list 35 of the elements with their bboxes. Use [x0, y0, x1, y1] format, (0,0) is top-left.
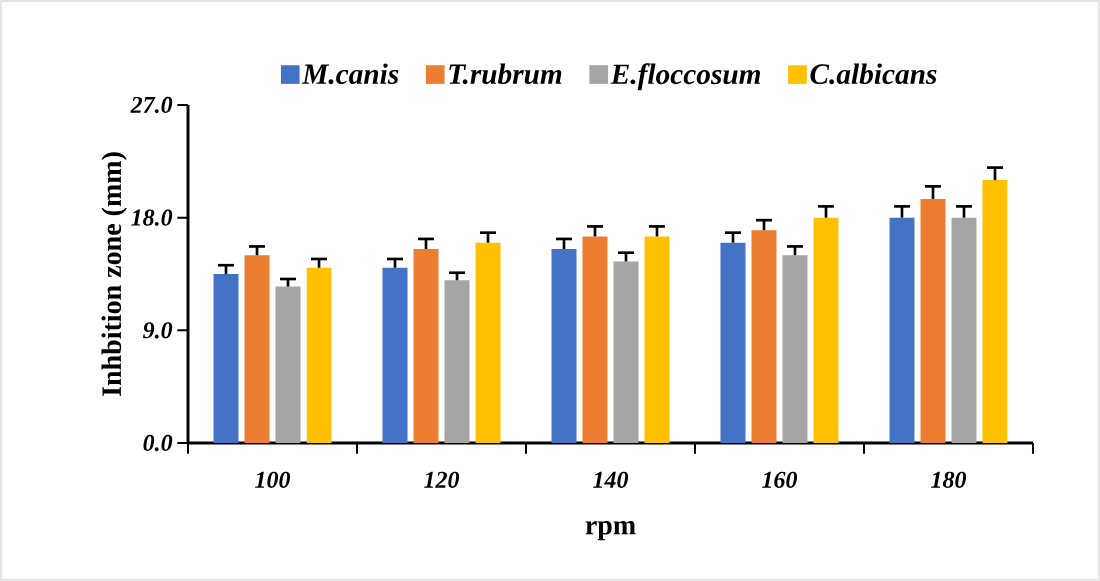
legend-label: C.albicans — [810, 63, 937, 85]
bar — [213, 273, 239, 443]
legend-label: T.rubrum — [449, 63, 562, 85]
y-tick-label: 9.0 — [142, 322, 173, 339]
x-tick-label: 160 — [762, 471, 798, 488]
bar — [613, 261, 639, 443]
y-tick-label: 27.0 — [130, 96, 173, 114]
bar — [413, 248, 439, 443]
bar — [813, 217, 839, 443]
bar — [920, 198, 946, 443]
bar — [275, 286, 301, 443]
x-axis-title: rpm — [585, 521, 636, 541]
bar — [551, 248, 577, 443]
x-tick-label: 120 — [424, 471, 460, 488]
legend-label: E.floccosum — [610, 63, 761, 91]
y-axis-title: Inhbition zone (mm) — [101, 152, 127, 396]
bar — [444, 280, 470, 443]
bar — [582, 236, 608, 443]
bar — [751, 230, 777, 443]
y-tick-label: 18.0 — [131, 209, 173, 226]
x-tick-label: 100 — [255, 471, 291, 488]
x-tick-label: 140 — [593, 471, 629, 488]
bar — [244, 255, 270, 443]
bar — [720, 242, 746, 443]
legend-label: M.canis — [301, 63, 399, 85]
x-tick-label: 180 — [931, 471, 967, 488]
bar — [475, 242, 501, 443]
bar — [889, 217, 915, 443]
bar — [382, 267, 408, 443]
bar — [306, 267, 332, 443]
bar — [644, 236, 670, 443]
bar — [982, 180, 1008, 443]
bar — [782, 255, 808, 443]
bar — [951, 217, 977, 443]
y-tick-label: 0.0 — [143, 434, 173, 452]
